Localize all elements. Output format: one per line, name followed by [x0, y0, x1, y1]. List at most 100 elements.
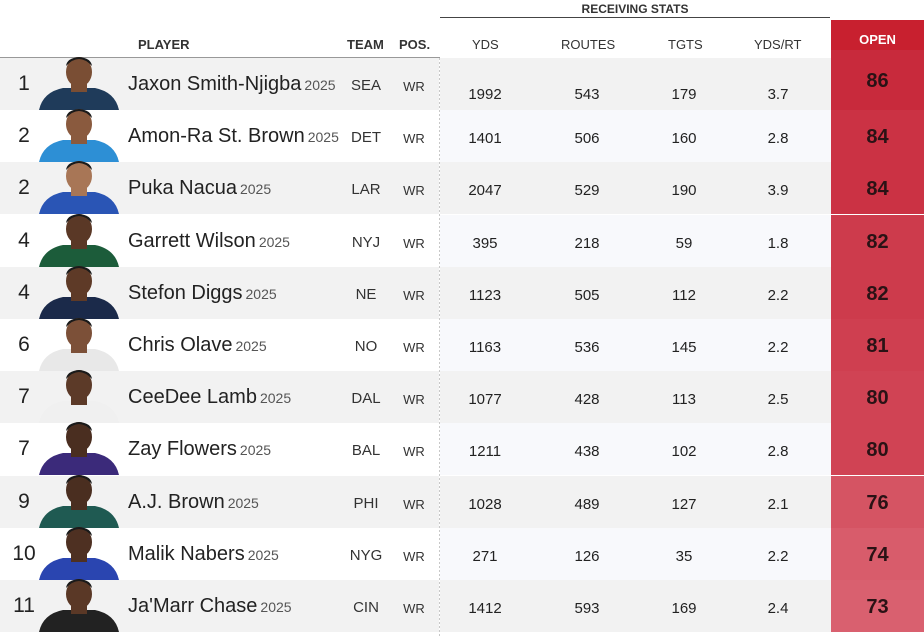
row-stats-background — [440, 214, 831, 267]
row-stats-background — [440, 527, 831, 580]
player-headshot — [33, 522, 125, 580]
header-divider-left — [0, 57, 440, 58]
cell-yds-rt: 2.5 — [767, 391, 789, 409]
cell-open: 80 — [831, 371, 924, 424]
player-season: 2025 — [304, 77, 336, 93]
cell-rank: 4 — [18, 280, 30, 304]
player-name[interactable]: Amon-Ra St. Brown — [128, 125, 305, 148]
player-name-cell[interactable]: Stefon Diggs 2025 — [128, 282, 277, 305]
table-row[interactable]: 11 Ja'Marr Chase 2025 CIN WR 1412 593 169 2.4 73 — [0, 579, 924, 632]
player-name-cell[interactable]: Malik Nabers 2025 — [128, 543, 279, 566]
table-row[interactable]: 4 Stefon Diggs 2025 NE WR 1123 505 112 2.2 82 — [0, 265, 924, 319]
table-row[interactable]: 7 CeeDee Lamb 2025 DAL WR 1077 428 113 2.5 80 — [0, 370, 924, 424]
cell-pos: WR — [403, 601, 425, 616]
player-headshot — [33, 313, 125, 371]
cell-team: PHI — [353, 494, 379, 512]
player-name[interactable]: Chris Olave — [128, 334, 233, 356]
player-name[interactable]: Malik Nabers — [128, 542, 245, 565]
cell-yds-rt: 2.2 — [767, 286, 789, 304]
player-name-cell[interactable]: A.J. Brown 2025 — [128, 491, 259, 514]
header-yds-rt[interactable]: YDS/RT — [754, 37, 802, 52]
cell-open: 81 — [831, 319, 924, 371]
table-top-bar: RECEIVING STATS — [0, 0, 924, 20]
player-name-cell[interactable]: Garrett Wilson 2025 — [128, 230, 290, 253]
cell-yds-rt: 2.4 — [767, 600, 789, 617]
player-name-cell[interactable]: CeeDee Lamb 2025 — [128, 386, 291, 409]
cell-open: 82 — [831, 266, 924, 319]
cell-tgts: 59 — [675, 234, 693, 252]
cell-routes: 428 — [574, 391, 600, 409]
row-stats-background — [440, 580, 831, 632]
cell-tgts: 160 — [671, 130, 697, 148]
player-name-cell[interactable]: Zay Flowers 2025 — [128, 438, 271, 461]
cell-tgts: 145 — [671, 339, 697, 356]
player-name[interactable]: Ja'Marr Chase — [128, 595, 258, 617]
header-team[interactable]: TEAM — [347, 37, 384, 52]
table-row[interactable]: 1 Jaxon Smith-Njigba 2025 SEA WR 1992 543 179 3.… — [0, 50, 924, 110]
cell-rank: 7 — [18, 437, 30, 461]
header-routes[interactable]: ROUTES — [561, 37, 616, 52]
table-row[interactable]: 6 Chris Olave 2025 NO WR 1163 536 145 2.2 81 — [0, 318, 924, 371]
player-name[interactable]: CeeDee Lamb — [128, 386, 257, 409]
row-stats-background — [440, 110, 831, 163]
player-name[interactable]: A.J. Brown — [128, 490, 225, 513]
cell-yds: 1211 — [468, 443, 502, 461]
cell-team: BAL — [351, 442, 381, 460]
player-headshot — [33, 261, 125, 319]
header-pos[interactable]: POS. — [399, 37, 431, 52]
cell-rank: 10 — [12, 541, 36, 565]
cell-pos: WR — [403, 79, 425, 94]
cell-team: NYG — [349, 546, 383, 564]
row-stats-background — [440, 162, 831, 215]
player-headshot — [33, 574, 125, 632]
table-row[interactable]: 7 Zay Flowers 2025 BAL WR 1211 438 102 2.8 80 — [0, 422, 924, 476]
player-name-cell[interactable]: Jaxon Smith-Njigba 2025 — [128, 73, 336, 96]
cell-open: 84 — [831, 110, 924, 163]
table-row[interactable]: 9 A.J. Brown 2025 PHI WR 1028 489 127 2.1 76 — [0, 474, 924, 528]
player-name-cell[interactable]: Puka Nacua 2025 — [128, 177, 271, 200]
cell-tgts: 112 — [672, 286, 696, 304]
player-name[interactable]: Jaxon Smith-Njigba — [128, 73, 302, 95]
table-row[interactable]: 4 Garrett Wilson 2025 NYJ WR 395 218 59 1.8 82 — [0, 213, 924, 267]
cell-team: DAL — [351, 390, 381, 408]
player-name-cell[interactable]: Chris Olave 2025 — [128, 334, 267, 357]
cell-open: 73 — [831, 580, 924, 632]
cell-yds-rt: 2.8 — [767, 443, 789, 461]
cell-routes: 543 — [574, 86, 600, 103]
cell-open: 82 — [831, 214, 924, 267]
table-row[interactable]: 10 Malik Nabers 2025 NYG WR 271 126 35 2.2 74 — [0, 526, 924, 580]
player-name-cell[interactable]: Ja'Marr Chase 2025 — [128, 595, 292, 618]
cell-pos: WR — [403, 548, 425, 564]
table-row[interactable]: 2 Puka Nacua 2025 LAR WR 2047 529 190 3.9 84 — [0, 161, 924, 215]
cell-rank: 4 — [18, 228, 30, 252]
cell-yds: 1123 — [468, 286, 502, 304]
cell-team: NE — [355, 285, 377, 303]
player-headshot — [33, 52, 125, 110]
player-name[interactable]: Stefon Diggs — [128, 281, 243, 304]
cell-yds-rt: 2.2 — [767, 547, 789, 565]
player-name[interactable]: Garrett Wilson — [128, 229, 256, 252]
player-name[interactable]: Zay Flowers — [128, 438, 237, 461]
cell-routes: 529 — [574, 182, 600, 200]
row-stats-background — [440, 266, 831, 319]
player-headshot — [33, 156, 125, 215]
player-name-cell[interactable]: Amon-Ra St. Brown 2025 — [128, 125, 339, 148]
header-tgts[interactable]: TGTS — [668, 37, 703, 52]
player-name[interactable]: Puka Nacua — [128, 177, 237, 200]
cell-yds: 1163 — [468, 339, 502, 356]
cell-open: 84 — [831, 162, 924, 215]
cell-routes: 536 — [574, 339, 600, 356]
cell-tgts: 179 — [671, 86, 697, 103]
player-headshot — [33, 417, 125, 476]
player-season: 2025 — [239, 181, 272, 198]
header-yds[interactable]: YDS — [472, 37, 499, 52]
cell-open: 86 — [831, 50, 924, 110]
cell-routes: 506 — [574, 130, 600, 148]
header-player[interactable]: PLAYER — [138, 37, 190, 52]
cell-yds-rt: 2.2 — [767, 339, 789, 356]
cell-tgts: 35 — [675, 547, 693, 565]
row-stats-background — [440, 423, 831, 476]
cell-rank: 9 — [18, 489, 30, 513]
cell-yds-rt: 3.7 — [767, 86, 789, 103]
table-row[interactable]: 2 Amon-Ra St. Brown 2025 DET WR 1401 506 160 2.8… — [0, 109, 924, 163]
